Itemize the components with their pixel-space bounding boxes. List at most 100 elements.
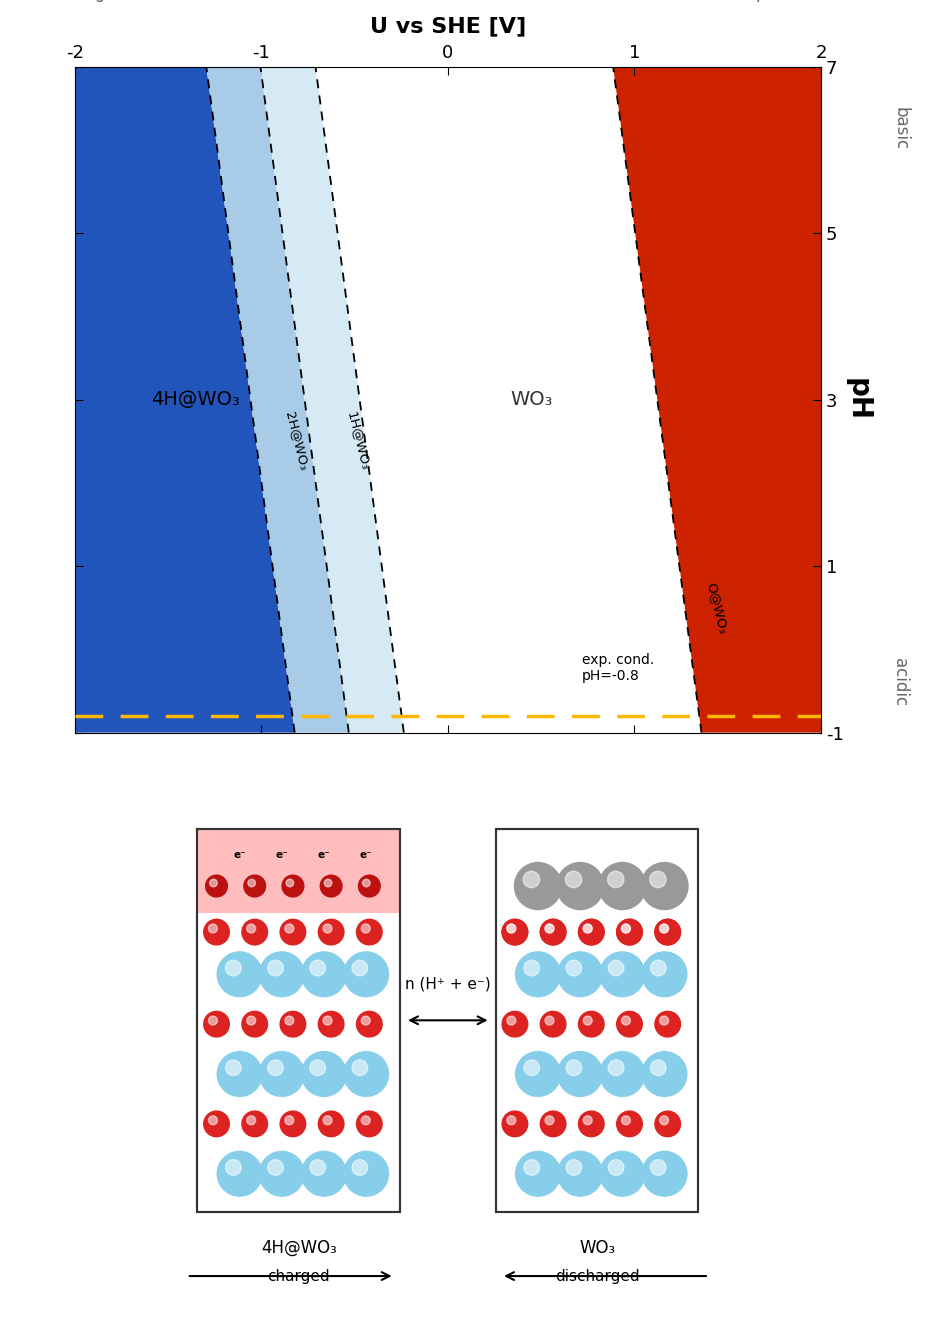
Circle shape (650, 1160, 666, 1175)
Circle shape (514, 863, 562, 910)
Circle shape (516, 952, 561, 996)
Circle shape (248, 879, 256, 887)
Circle shape (259, 952, 304, 996)
Text: negative: negative (75, 0, 147, 3)
Circle shape (583, 924, 592, 932)
Circle shape (361, 924, 370, 932)
Circle shape (507, 924, 516, 932)
Circle shape (323, 1116, 332, 1124)
Circle shape (356, 919, 383, 944)
Circle shape (203, 1011, 230, 1036)
Circle shape (282, 875, 304, 896)
Circle shape (507, 1116, 516, 1124)
Circle shape (286, 879, 294, 887)
Circle shape (545, 924, 554, 932)
Text: acidic: acidic (891, 658, 910, 706)
Circle shape (642, 1052, 687, 1096)
Circle shape (320, 875, 342, 896)
Text: e⁻: e⁻ (275, 850, 288, 860)
Circle shape (246, 1116, 256, 1124)
Circle shape (208, 1016, 217, 1026)
Circle shape (210, 879, 217, 887)
Circle shape (268, 1160, 284, 1175)
Circle shape (203, 1111, 230, 1136)
Circle shape (578, 1011, 604, 1036)
Circle shape (363, 879, 370, 887)
Circle shape (607, 871, 624, 887)
Circle shape (600, 952, 645, 996)
Circle shape (655, 919, 680, 944)
Circle shape (621, 924, 631, 932)
Circle shape (226, 1060, 241, 1075)
Circle shape (540, 1011, 566, 1036)
Circle shape (565, 871, 582, 887)
Circle shape (617, 919, 642, 944)
Text: O@WO₃: O@WO₃ (704, 581, 730, 635)
Text: e⁻: e⁻ (233, 850, 246, 860)
Circle shape (246, 1016, 256, 1026)
Circle shape (507, 924, 516, 932)
Circle shape (540, 919, 566, 944)
Circle shape (301, 1151, 346, 1196)
Bar (198, 829, 400, 1212)
Circle shape (600, 1052, 645, 1096)
Circle shape (242, 1111, 268, 1136)
Circle shape (558, 1151, 603, 1196)
Circle shape (268, 1060, 284, 1075)
Circle shape (352, 1160, 368, 1175)
Circle shape (600, 1151, 645, 1196)
Bar (495, 829, 698, 1212)
Circle shape (502, 919, 528, 944)
Polygon shape (75, 67, 295, 733)
Circle shape (558, 1052, 603, 1096)
Circle shape (268, 960, 284, 976)
Circle shape (608, 1160, 624, 1175)
Circle shape (310, 1060, 326, 1075)
Circle shape (343, 1052, 388, 1096)
Text: charged: charged (268, 1268, 330, 1284)
Circle shape (301, 1052, 346, 1096)
Circle shape (608, 960, 624, 976)
Circle shape (358, 875, 380, 896)
Circle shape (208, 924, 217, 932)
Text: e⁻: e⁻ (317, 850, 330, 860)
Text: 4H@WO₃: 4H@WO₃ (151, 390, 241, 409)
Y-axis label: pH: pH (843, 378, 871, 421)
Circle shape (545, 924, 554, 932)
Text: n (H⁺ + e⁻): n (H⁺ + e⁻) (405, 976, 491, 991)
Circle shape (642, 952, 687, 996)
Circle shape (280, 919, 306, 944)
Circle shape (208, 1116, 217, 1124)
Circle shape (545, 1016, 554, 1026)
Circle shape (507, 1016, 516, 1026)
Polygon shape (260, 67, 404, 733)
Text: basic: basic (891, 107, 910, 149)
Circle shape (242, 1011, 268, 1036)
Circle shape (523, 871, 539, 887)
Circle shape (578, 919, 604, 944)
Circle shape (502, 1111, 528, 1136)
Circle shape (660, 1016, 669, 1026)
Circle shape (285, 1016, 294, 1026)
Circle shape (280, 1111, 306, 1136)
Text: exp. cond.
pH=-0.8: exp. cond. pH=-0.8 (582, 653, 654, 683)
Circle shape (655, 1111, 680, 1136)
Polygon shape (613, 67, 821, 733)
Circle shape (566, 1060, 581, 1075)
Circle shape (523, 1060, 539, 1075)
Text: discharged: discharged (555, 1268, 639, 1284)
Circle shape (516, 1151, 561, 1196)
Circle shape (242, 919, 268, 944)
Circle shape (578, 919, 604, 944)
Circle shape (660, 1116, 669, 1124)
Bar (495, 829, 698, 1212)
Text: positive: positive (756, 0, 821, 3)
Circle shape (523, 960, 539, 976)
Text: 4H@WO₃: 4H@WO₃ (261, 1239, 337, 1257)
Circle shape (540, 1111, 566, 1136)
Circle shape (226, 1160, 241, 1175)
Circle shape (280, 1011, 306, 1036)
Circle shape (343, 952, 388, 996)
Circle shape (641, 863, 688, 910)
Circle shape (259, 1151, 304, 1196)
